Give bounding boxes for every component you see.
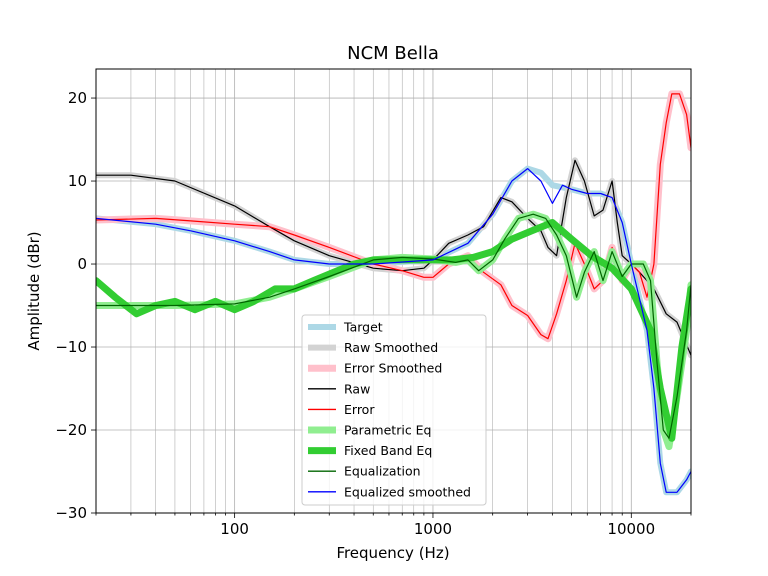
legend-box: [301, 314, 487, 506]
series-lines: [96, 90, 691, 496]
series-line-equalized-smoothed: [96, 168, 691, 493]
series-line-equalization: [96, 213, 691, 439]
x-tick-label: 1000: [414, 520, 452, 538]
x-axis-label: Frequency (Hz): [336, 544, 449, 562]
y-tick-label: 10: [68, 172, 87, 190]
legend-label: Raw: [344, 381, 370, 396]
y-tick-label: −30: [55, 504, 87, 522]
x-tick-label: 100: [220, 520, 249, 538]
legend-label: Fixed Band Eq: [344, 443, 432, 458]
legend-label: Equalized smoothed: [344, 484, 471, 499]
x-tick-label: 10000: [607, 520, 655, 538]
legend-label: Raw Smoothed: [344, 340, 438, 355]
legend: Target Raw Smoothed Error Smoothed Raw Error…: [301, 314, 487, 506]
legend-label: Target: [343, 320, 383, 335]
ticks: [91, 97, 692, 518]
y-tick-label: −10: [55, 338, 87, 356]
y-tick-label: 0: [77, 255, 87, 273]
series-line-error: [96, 93, 691, 340]
y-tick-label: 20: [68, 89, 87, 107]
legend-label: Error Smoothed: [344, 361, 442, 376]
legend-label: Equalization: [344, 464, 421, 479]
y-tick-label: −20: [55, 421, 87, 439]
series-line-fixed-band-eq: [96, 219, 691, 442]
plot-area: [96, 90, 691, 496]
y-axis-label: Amplitude (dBr): [25, 231, 43, 350]
legend-label: Parametric Eq: [344, 423, 432, 438]
plot-frame: [95, 68, 692, 514]
legend-label: Error: [344, 402, 375, 417]
chart-title: NCM Bella: [347, 43, 439, 64]
